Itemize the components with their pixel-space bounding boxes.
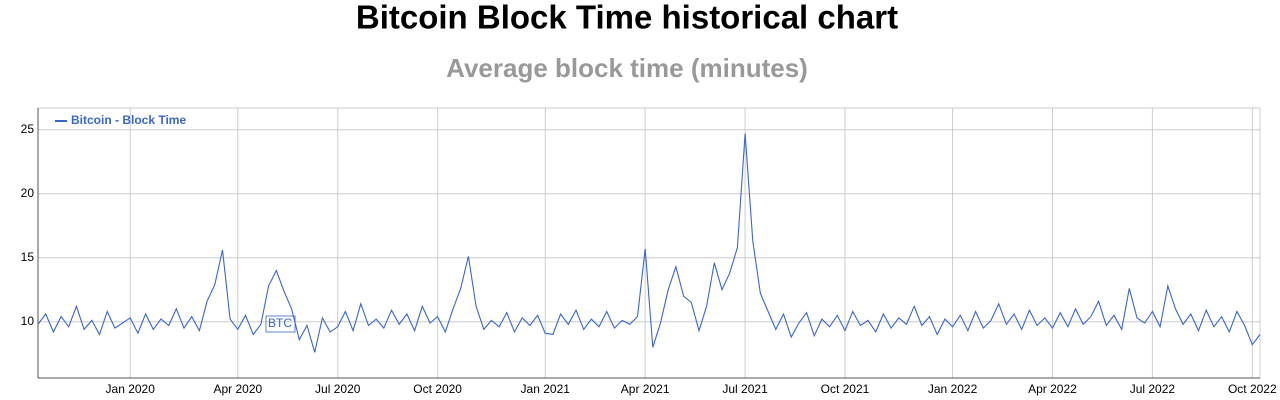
y-tick-label: 15 — [21, 250, 35, 264]
legend-label: Bitcoin - Block Time — [71, 113, 186, 127]
plot-area — [37, 107, 1261, 379]
y-tick-label: 10 — [21, 314, 35, 328]
y-tick-label: 20 — [21, 186, 35, 200]
chart-title: Bitcoin Block Time historical chart — [356, 0, 898, 36]
x-tick-label: Jul 2022 — [1130, 382, 1176, 396]
x-tick-label: Oct 2022 — [1228, 382, 1277, 396]
x-tick-label: Jan 2022 — [928, 382, 978, 396]
watermark: BTC — [268, 316, 292, 330]
x-tick-label: Jan 2021 — [521, 382, 571, 396]
data-line — [37, 133, 1261, 353]
x-tick-label: Jan 2020 — [106, 382, 156, 396]
x-tick-label: Apr 2020 — [213, 382, 262, 396]
x-tick-label: Jul 2021 — [722, 382, 768, 396]
x-tick-label: Oct 2021 — [821, 382, 870, 396]
x-tick-label: Apr 2022 — [1028, 382, 1077, 396]
chart-subtitle: Average block time (minutes) — [446, 53, 808, 83]
x-tick-label: Jul 2020 — [315, 382, 361, 396]
y-tick-label: 25 — [21, 122, 35, 136]
x-tick-label: Apr 2021 — [621, 382, 670, 396]
x-tick-label: Oct 2020 — [413, 382, 462, 396]
